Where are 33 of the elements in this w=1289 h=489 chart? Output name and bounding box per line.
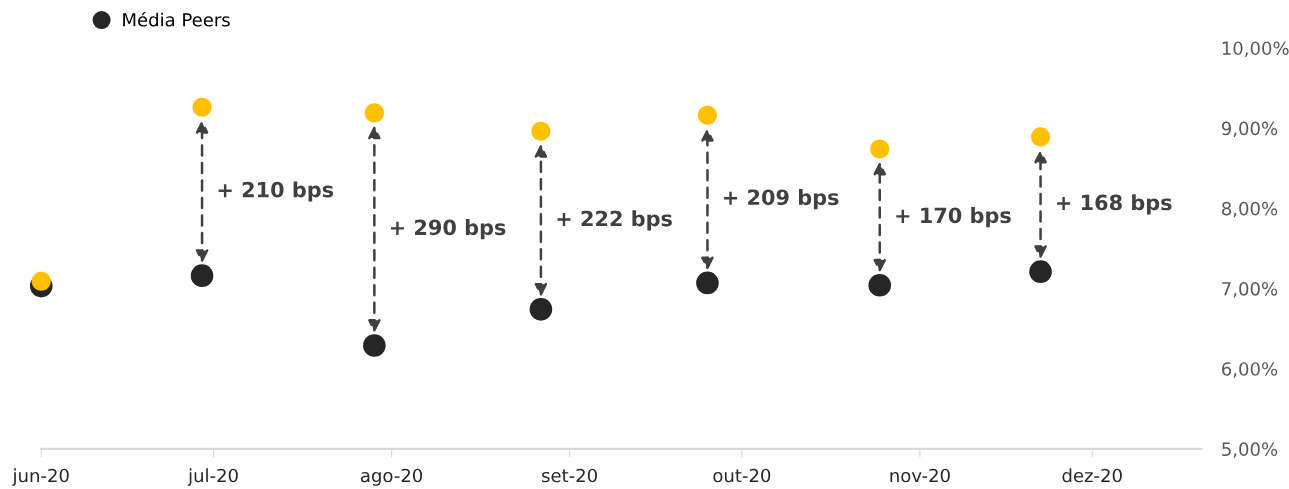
y-tick-label: 10,00% [1222, 41, 1289, 57]
point [529, 298, 553, 321]
x-tick-label: dez-20 [1062, 468, 1122, 483]
annotation: + 210 bps [218, 181, 334, 202]
point [697, 105, 718, 125]
legend-label: Média Peers [123, 11, 230, 27]
annotation: + 222 bps [557, 210, 672, 231]
point [31, 271, 51, 291]
x-tick-label: nov-20 [890, 468, 950, 483]
point [696, 271, 719, 295]
x-tick-label: out-20 [713, 468, 771, 483]
point [870, 139, 890, 159]
y-tick-label: 6,00% [1222, 362, 1278, 378]
point [363, 334, 386, 357]
annotation: + 168 bps [1057, 194, 1172, 215]
point [1029, 260, 1052, 283]
annotation: + 170 bps [896, 207, 1011, 228]
annotation: + 209 bps [724, 189, 839, 210]
point [190, 264, 214, 287]
point [192, 97, 212, 117]
y-tick-label: 7,00% [1222, 281, 1278, 298]
y-tick-label: 8,00% [1222, 201, 1278, 218]
x-tick-label: jun-20 [12, 468, 69, 486]
x-tick-label: ago-20 [360, 468, 423, 486]
annotation: + 290 bps [390, 219, 506, 240]
y-tick-label: 5,00% [1222, 442, 1278, 458]
x-tick-label: jul-20 [187, 468, 238, 486]
point [364, 103, 384, 123]
point [868, 273, 892, 297]
point [1030, 127, 1051, 147]
x-tick-label: set-20 [542, 468, 597, 483]
y-tick-label: 9,00% [1221, 121, 1278, 138]
point [531, 121, 551, 141]
